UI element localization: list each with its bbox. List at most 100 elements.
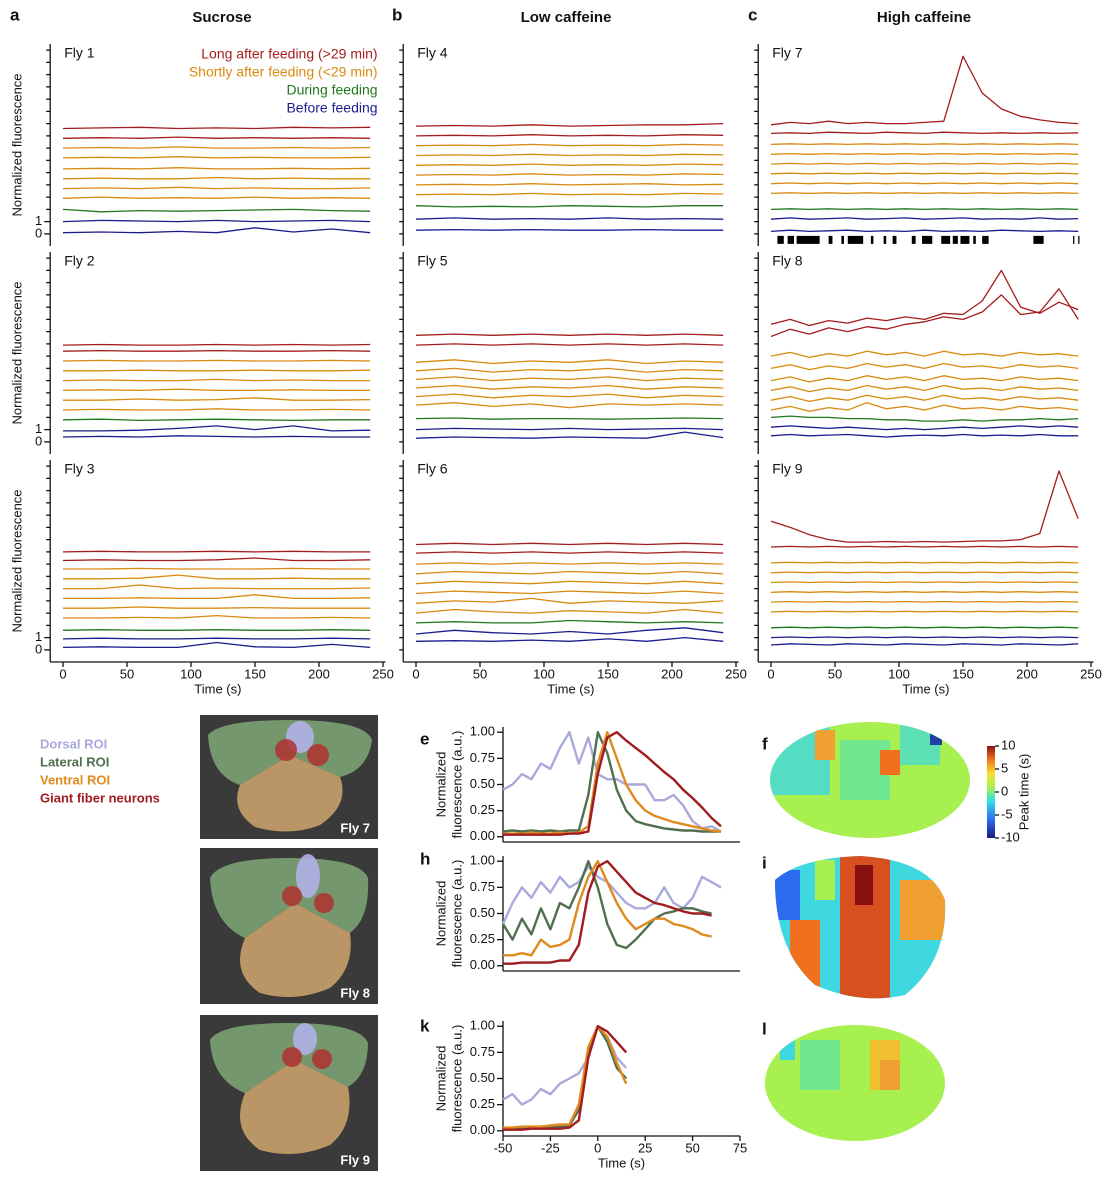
x-tick-label: 250 [372,666,394,681]
trace [770,636,1079,639]
y-tick-label: 0.75 [470,1044,495,1059]
trace [501,860,712,950]
event-bar [1078,235,1080,244]
trace [62,186,371,190]
trace [415,431,724,439]
panel-title: Fly 7 [772,45,803,61]
event-bar [841,235,844,244]
trace [415,551,724,554]
legend-entry: During feeding [286,82,377,98]
trace [415,590,724,595]
trace [770,350,1079,359]
trace [415,367,724,373]
trace [415,153,724,157]
y-axis-label: fluorescence (a.u.) [449,1025,464,1133]
y-tick-label: 0.25 [470,931,495,946]
trace [63,369,371,372]
colorbar-label: Peak time (s) [1016,754,1031,831]
trace [770,208,1079,211]
trace [503,860,712,957]
trace [62,418,371,422]
panel-title: Fly 5 [417,253,448,269]
event-bar [892,235,897,244]
trace [770,610,1079,613]
event-bar [883,235,887,244]
x-tick-label: -50 [494,1140,513,1155]
trace [415,183,724,186]
panel-title: Fly 9 [772,461,803,477]
trace [770,192,1079,195]
panel-title: Fly 4 [417,45,448,61]
y-tick-label: 1 [35,629,42,644]
trace [770,131,1079,135]
panel-label: a [10,5,20,24]
trace [415,192,724,196]
roi-image: Fly 8 [200,848,378,1004]
trace [415,205,724,208]
roi-image: Fly 9 [200,1015,378,1171]
event-bar [828,235,833,244]
trace [503,731,722,835]
trace [415,384,724,390]
x-axis-label: Time (s) [194,681,241,696]
y-tick-label: 0 [35,225,42,240]
y-axis-label: Normalized fluorescence [9,73,24,216]
trace [770,581,1079,584]
y-axis-label: Normalized [433,752,448,818]
y-tick-label: 1.00 [470,853,495,868]
event-bar [787,235,795,244]
trace [62,378,371,382]
trace [415,636,724,642]
trace [770,288,1079,338]
trace [502,731,721,833]
y-tick-label: 0.50 [470,905,495,920]
y-axis-label: Normalized fluorescence [9,489,24,632]
trace [63,594,371,600]
y-tick-label: 1.00 [470,1018,495,1033]
y-tick-label: 1.00 [470,724,495,739]
event-bar [847,235,864,244]
panel-label: l [762,1019,767,1038]
trace [63,614,371,619]
roi-legend-entry: Dorsal ROI [40,736,107,751]
trace [415,542,724,546]
y-tick-label: 0 [35,433,42,448]
trace [415,580,724,585]
y-tick-label: 1 [35,213,42,228]
event-bar [796,235,820,244]
panel-title: Fly 8 [772,253,803,269]
trace [770,182,1079,185]
y-axis-label: fluorescence (a.u.) [449,860,464,968]
x-tick-label: 250 [725,666,747,681]
trace [770,217,1079,220]
panel-title: Fly 2 [64,253,95,269]
trace [503,731,722,836]
panel-label: i [762,853,767,872]
trace [770,269,1079,327]
x-tick-label: 200 [1016,666,1038,681]
trace [415,217,724,220]
trace [501,865,722,925]
x-tick-label: 150 [952,666,974,681]
y-tick-label: 0.00 [470,957,495,972]
panel-label: k [420,1016,430,1035]
roi-legend-entry: Giant fiber neurons [40,790,160,805]
legend-entry: Before feeding [286,100,377,116]
event-bar [870,235,874,244]
x-tick-label: 100 [180,666,202,681]
trace [415,143,724,147]
x-tick-label: 100 [888,666,910,681]
y-tick-label: 0.50 [470,776,495,791]
x-tick-label: 150 [597,666,619,681]
trace [503,860,712,965]
y-tick-label: 0.75 [470,879,495,894]
x-axis-label: Time (s) [598,1155,645,1170]
trace [415,570,724,575]
trace [770,172,1079,175]
image-label: Fly 9 [340,1152,370,1167]
trace [62,343,371,346]
panel-label: h [420,849,430,868]
trace [415,562,724,565]
